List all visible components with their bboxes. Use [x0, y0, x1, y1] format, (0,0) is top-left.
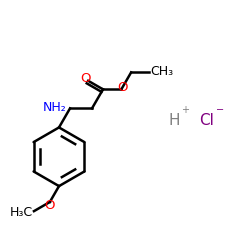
Text: CH₃: CH₃: [151, 65, 174, 78]
Text: H₃C: H₃C: [10, 206, 33, 219]
Text: O: O: [117, 81, 128, 94]
Text: O: O: [44, 199, 54, 212]
Text: −: −: [216, 105, 224, 115]
Text: +: +: [181, 105, 189, 115]
Text: H: H: [168, 112, 180, 128]
Text: Cl: Cl: [200, 112, 214, 128]
Text: O: O: [80, 72, 90, 85]
Text: NH₂: NH₂: [42, 101, 66, 114]
